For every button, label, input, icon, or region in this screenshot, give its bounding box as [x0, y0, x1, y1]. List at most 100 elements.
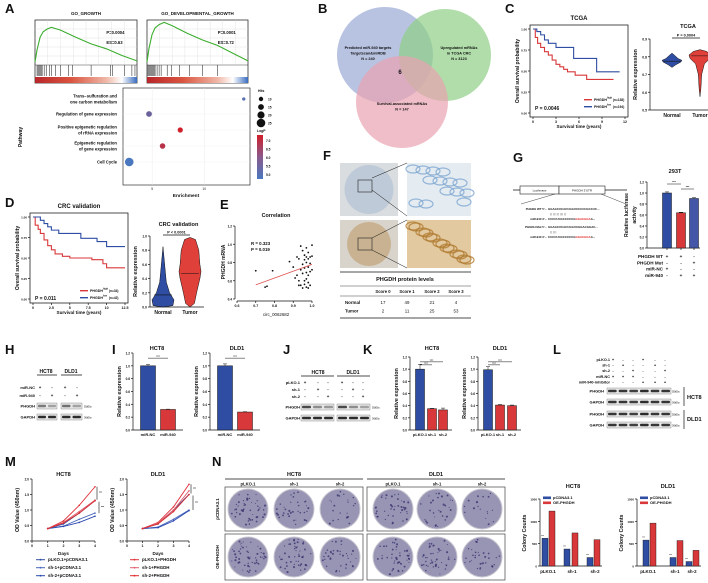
x-tick-label: 0.6 [235, 304, 240, 308]
colony [331, 552, 334, 555]
colony [251, 518, 254, 521]
colony [440, 549, 442, 551]
kda-label: 36kDa [672, 400, 680, 404]
colony [387, 514, 390, 517]
y-axis-label: Relative expression [633, 49, 639, 100]
tissue-structure [456, 197, 472, 207]
legend-label: PHGDH [90, 289, 103, 293]
culture-plate [372, 536, 414, 578]
data-point [46, 527, 49, 530]
y-axis-label: Relative expression [462, 368, 468, 419]
legend-swatch [640, 496, 648, 500]
y-tick-label: 0.2 [403, 416, 408, 420]
legend-n: (n=42) [109, 296, 118, 300]
data-point [305, 261, 308, 264]
colony [332, 509, 334, 512]
tissue-structure [442, 177, 458, 187]
colony [402, 506, 405, 509]
colony [241, 542, 243, 544]
colony [275, 508, 278, 511]
condition-sign: + [327, 394, 330, 399]
data-point [297, 257, 300, 260]
colony [288, 509, 291, 512]
colony [408, 561, 410, 563]
panel-letter: E [220, 197, 229, 212]
tissue-structure [405, 164, 421, 174]
colony [354, 502, 356, 505]
colony [347, 499, 349, 501]
colony [374, 507, 376, 509]
legend-superscript: low [103, 295, 107, 298]
colony [442, 503, 445, 506]
colony [348, 522, 351, 525]
colony [249, 509, 252, 512]
protein-band [338, 416, 347, 420]
bar [507, 405, 517, 431]
colony [443, 539, 446, 542]
colony [332, 519, 334, 522]
y-tick-label: 1.0 [471, 368, 476, 372]
cell-line-label: HCT8 [687, 395, 702, 401]
y-tick-label: 0.4 [471, 404, 476, 408]
condition-sign: - [64, 393, 66, 398]
legend-label: 6.0 [266, 156, 271, 160]
colony [285, 561, 288, 564]
data-point [78, 510, 81, 513]
chart-title: DLD1 [151, 472, 166, 478]
legend-superscript: high [103, 288, 109, 291]
y-tick-label: 0.0 [120, 540, 125, 544]
data-point [94, 485, 96, 488]
data-point [297, 284, 300, 287]
colony [437, 547, 440, 551]
violin-shape [688, 49, 708, 97]
colony [432, 545, 434, 547]
colony [428, 546, 431, 549]
x-tick-label: 7.5 [86, 306, 91, 310]
gsea-p-value: P=0.0004 [106, 30, 125, 35]
kda-label: 55kDa [372, 405, 380, 409]
y-tick-label: 0.50 [521, 69, 527, 73]
gsea-title: GO_GROWTH [71, 11, 101, 16]
condition-sign: + [352, 387, 355, 392]
colony [289, 543, 292, 546]
colony [428, 543, 431, 545]
protein-band [48, 404, 56, 408]
p-value: P = 0.0046 [535, 106, 559, 112]
protein-band [38, 415, 46, 419]
colony [438, 492, 440, 494]
legend-label: 5.5 [266, 165, 271, 169]
growth-curve [142, 494, 190, 530]
colony [335, 569, 338, 572]
y-tick-label: 1.5 [25, 493, 30, 497]
condition-sign: + [642, 379, 645, 384]
data-point [62, 520, 65, 522]
colony [340, 565, 342, 567]
x-category-label: sh-2 [439, 432, 448, 437]
bar [415, 368, 425, 431]
colony [255, 563, 257, 565]
chart-title: DLD1 [493, 346, 508, 352]
y-tick-label: 0.2 [471, 416, 476, 420]
colony [234, 553, 237, 556]
colony [252, 514, 254, 516]
colony [393, 562, 395, 564]
colony [395, 549, 397, 551]
colony [345, 516, 349, 519]
colony [469, 561, 471, 563]
data-point [301, 287, 304, 289]
panel-letter: K [363, 342, 373, 357]
colony [379, 545, 381, 548]
condition-sign: - [680, 267, 682, 272]
sequence-label: PHGDH Mut 5'... [525, 225, 547, 229]
venn-set-label: Predicted miR-940 targets [345, 46, 392, 50]
y-tick-label: 0.8 [228, 261, 233, 265]
significance: *** [541, 534, 544, 538]
blot-strip [36, 413, 58, 421]
x-tick-label: 2 [157, 544, 159, 548]
colony [488, 557, 490, 559]
y-tick-label: 0.00 [521, 111, 527, 115]
colony [328, 522, 331, 525]
colony [242, 541, 244, 543]
condition-sign: - [664, 363, 666, 368]
colony [449, 509, 452, 511]
